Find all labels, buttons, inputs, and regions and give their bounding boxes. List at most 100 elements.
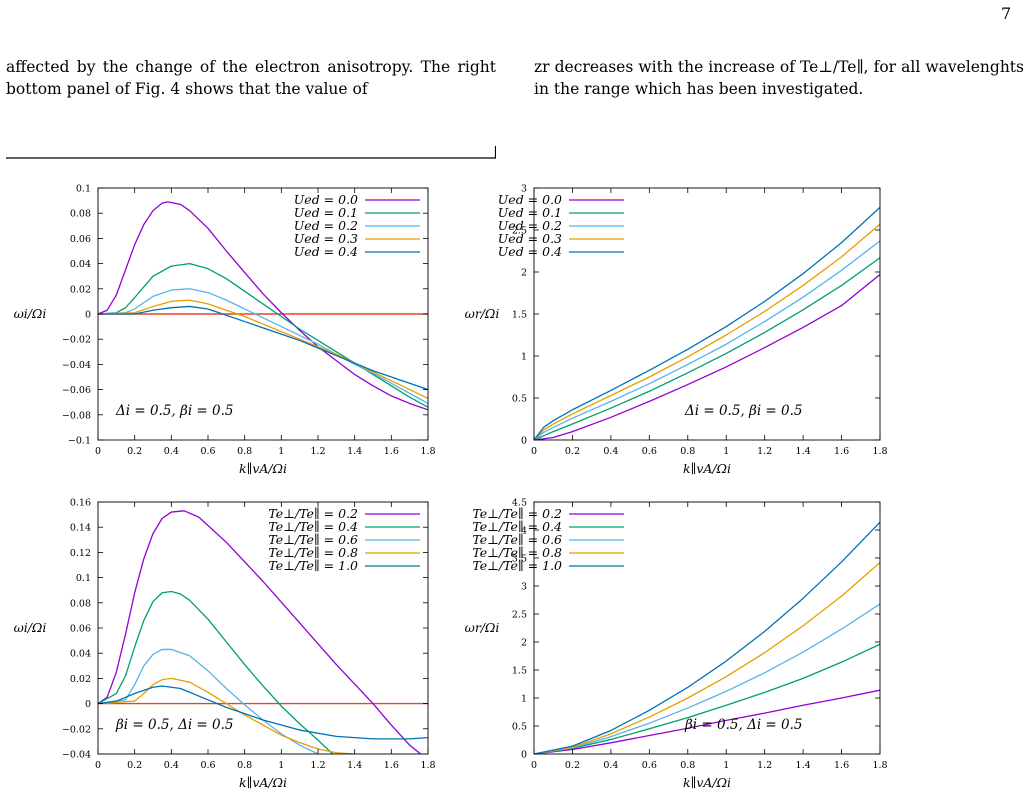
plot-frame — [533, 501, 881, 755]
series-line-0 — [98, 510, 422, 754]
series-line-0 — [534, 274, 880, 440]
x-tick-label: 1.2 — [310, 446, 325, 457]
series-line-4 — [534, 206, 880, 440]
y-tick-label: 0.06 — [70, 624, 91, 635]
series-line-2 — [98, 288, 428, 405]
x-tick-label: 0.6 — [200, 760, 215, 771]
y-tick-label: 2 — [521, 638, 527, 649]
y-tick-label: 0 — [521, 436, 527, 447]
y-axis-label: ωr/Ωi — [465, 306, 500, 321]
x-tick-label: 1.6 — [384, 446, 399, 457]
y-tick-label: 0.14 — [70, 523, 91, 534]
x-tick-label: 1.2 — [757, 446, 772, 457]
series-line-0 — [534, 689, 880, 754]
series-line-4 — [98, 305, 428, 391]
x-tick-label: 1.6 — [834, 760, 849, 771]
x-tick-label: 1 — [723, 446, 729, 457]
y-tick-label: 4.5 — [512, 498, 527, 509]
x-tick-label: 0 — [95, 446, 101, 457]
series-line-2 — [534, 240, 880, 440]
y-tick-label: 1.5 — [512, 666, 527, 677]
y-tick-label: −0.08 — [62, 410, 91, 421]
y-axis-label: ωi/Ωi — [14, 306, 47, 321]
x-tick-label: 1.2 — [310, 760, 325, 771]
y-axis-label: ωr/Ωi — [465, 620, 500, 635]
chart-bottom-left: 0 0.2 0.4 0.6 0.8 1 1.2 1.4 1.6 1.8 −0.04 −0.02 0 0.0… — [14, 498, 436, 791]
x-axis-label: k∥vA/Ωi — [239, 461, 287, 476]
chart-panel-bottom-left: 0 0.2 0.4 0.6 0.8 1 1.2 1.4 1.6 1.8 −0.04 −0.02 0 0.0… — [0, 492, 500, 802]
y-tick-label: −0.06 — [62, 385, 91, 396]
y-tick-label: 0.5 — [512, 394, 527, 405]
legend-entry-label: Te⊥/Te∥ = 0.8 — [472, 545, 562, 560]
y-tick-label: 0.06 — [70, 234, 91, 245]
x-axis-label: k∥vA/Ωi — [683, 775, 731, 790]
y-tick-label: 2.5 — [512, 226, 527, 237]
x-tick-label: 0.2 — [565, 446, 580, 457]
series-line-4 — [98, 685, 428, 740]
parameter-annotation: βi = 0.5, Δi = 0.5 — [684, 717, 803, 733]
x-tick-label: 1.4 — [796, 760, 811, 771]
x-tick-label: 1 — [278, 446, 284, 457]
legend-entry-label: Ued = 0.2 — [498, 218, 562, 233]
y-tick-label: 0.04 — [70, 649, 91, 660]
body-text-left: affected by the change of the electron a… — [6, 58, 496, 98]
chart-top-right: 0 0.2 0.4 0.6 0.8 1 1.2 1.4 1.6 1.8 0 0.5 1 1.5 2 2.5 3 k… — [465, 184, 888, 477]
y-tick-label: 0.02 — [70, 674, 91, 685]
x-axis-label: k∥vA/Ωi — [683, 461, 731, 476]
y-tick-label: 0 — [85, 699, 91, 710]
series-line-1 — [98, 262, 428, 408]
y-tick-label: 4 — [521, 526, 527, 537]
x-tick-label: 0.8 — [237, 760, 252, 771]
legend-entry-label: Ued = 0.3 — [294, 231, 358, 246]
x-tick-label: 1.8 — [872, 446, 887, 457]
chart-panel-top-right: 0 0.2 0.4 0.6 0.8 1 1.2 1.4 1.6 1.8 0 0.5 1 1.5 2 2.5 3 k… — [460, 178, 900, 488]
y-tick-label: −0.04 — [62, 360, 91, 371]
legend-entry-label: Ued = 0.4 — [498, 244, 562, 259]
x-tick-label: 0.4 — [603, 446, 618, 457]
x-tick-label: 1.4 — [347, 446, 362, 457]
y-tick-label: 3.5 — [512, 554, 527, 565]
chart-panel-top-left: 0 0.2 0.4 0.6 0.8 1 1.2 1.4 1.6 1.8 −0.1 −0.08 −0.06… — [0, 178, 500, 488]
series-line-3 — [534, 561, 880, 754]
y-tick-label: −0.02 — [62, 724, 91, 735]
legend-entry-label: Ued = 0.4 — [294, 244, 358, 259]
x-tick-label: 0.2 — [127, 760, 142, 771]
x-tick-label: 0.6 — [642, 760, 657, 771]
y-tick-label: 3 — [521, 582, 527, 593]
series-line-1 — [534, 643, 880, 754]
x-tick-label: 1 — [723, 760, 729, 771]
x-tick-label: 1 — [278, 760, 284, 771]
legend-entry-label: Te⊥/Te∥ = 0.4 — [472, 519, 562, 534]
x-tick-label: 0.4 — [164, 760, 179, 771]
y-tick-label: 1 — [521, 694, 527, 705]
legend-entry-label: Ued = 0.3 — [498, 231, 562, 246]
x-tick-label: 0.2 — [127, 446, 142, 457]
legend-entry-label: Ued = 0.0 — [294, 192, 358, 207]
parameter-annotation: Δi = 0.5, βi = 0.5 — [115, 403, 234, 419]
y-tick-label: 0.08 — [70, 598, 91, 609]
parameter-annotation: Δi = 0.5, βi = 0.5 — [684, 403, 803, 419]
x-tick-label: 1.6 — [384, 760, 399, 771]
y-tick-label: 0.1 — [76, 184, 91, 195]
x-tick-label: 1.8 — [872, 760, 887, 771]
x-tick-label: 1.4 — [796, 446, 811, 457]
x-tick-label: 1.8 — [420, 446, 435, 457]
chart-top-left: 0 0.2 0.4 0.6 0.8 1 1.2 1.4 1.6 1.8 −0.1 −0.08 −0.06… — [14, 184, 436, 477]
y-tick-label: 0.04 — [70, 259, 91, 270]
y-tick-label: −0.02 — [62, 335, 91, 346]
x-tick-label: 0.2 — [565, 760, 580, 771]
x-tick-label: 0.8 — [680, 760, 695, 771]
series-line-2 — [534, 603, 880, 754]
x-tick-label: 0.6 — [200, 446, 215, 457]
series-line-3 — [98, 299, 428, 400]
x-tick-label: 1.6 — [834, 446, 849, 457]
legend-entry-label: Ued = 0.0 — [498, 192, 562, 207]
y-tick-label: −0.1 — [68, 436, 91, 447]
legend-entry-label: Te⊥/Te∥ = 0.4 — [268, 519, 358, 534]
legend-entry-label: Te⊥/Te∥ = 0.2 — [268, 506, 358, 521]
legend-entry-label: Te⊥/Te∥ = 0.6 — [472, 532, 562, 547]
column-end-rule — [6, 146, 496, 159]
x-tick-label: 0.6 — [642, 446, 657, 457]
x-tick-label: 0.4 — [164, 446, 179, 457]
x-tick-label: 1.8 — [420, 760, 435, 771]
